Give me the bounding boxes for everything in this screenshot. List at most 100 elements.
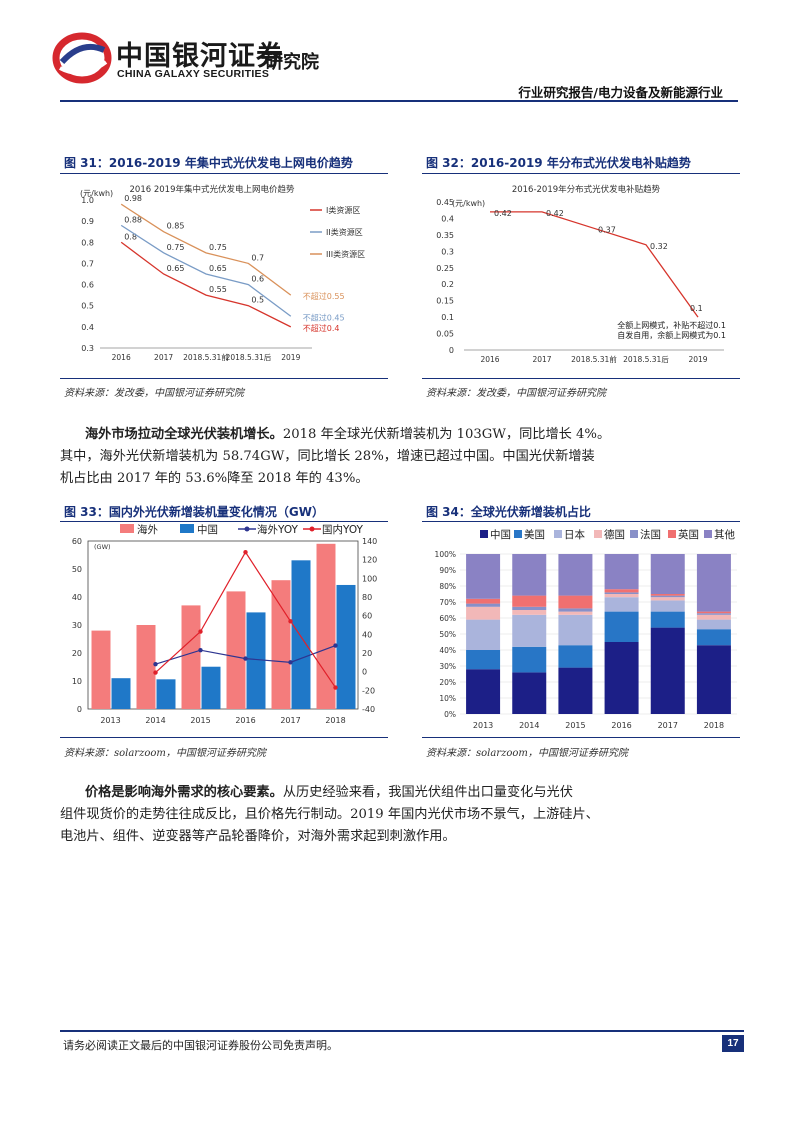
x-tick-label: 2013 <box>473 721 493 730</box>
legend-swatch <box>668 530 676 538</box>
fig33-caption: 图 33：国内外光伏新增装机量变化情况（GW） <box>64 505 324 519</box>
data-label: 0.65 <box>209 264 227 273</box>
x-tick-label: 2018.5.31前 <box>571 354 617 364</box>
bar <box>156 679 176 709</box>
y-tick-label: 0.45 <box>436 198 454 207</box>
data-label: 0.1 <box>690 304 703 313</box>
data-label: 0.75 <box>209 243 227 252</box>
bar <box>316 543 336 709</box>
stacked-bar-segment <box>650 597 685 601</box>
data-point <box>288 660 293 665</box>
stacked-bar-segment <box>512 610 547 615</box>
data-label: 0.55 <box>209 285 227 294</box>
bar <box>291 560 311 709</box>
data-label: 0.37 <box>598 225 616 234</box>
data-label: 0.42 <box>494 209 512 218</box>
bar <box>246 612 266 709</box>
x-tick-label: 2017 <box>658 721 678 730</box>
legend-swatch <box>630 530 638 538</box>
legend-swatch <box>704 530 712 538</box>
stacked-bar-segment <box>604 592 639 594</box>
fig33-chart: 海外 中国 海外YOY 国内YOY (GW) 0 10 20 30 40 50 60 -40 -20 0 20… <box>72 523 377 725</box>
paragraph-2: 价格是影响海外需求的核心要素。从历史经验来看，我国光伏组件出口量变化与光伏 <box>85 782 615 803</box>
data-label: 0.75 <box>167 243 185 252</box>
y-tick-label: 100% <box>435 550 456 559</box>
stacked-bar-segment <box>466 603 501 607</box>
stacked-bar-segment <box>696 613 731 615</box>
stacked-bar-segment <box>558 595 593 609</box>
stacked-bar-segment <box>512 614 547 647</box>
institute-label: 研究院 <box>265 52 319 73</box>
x-tick-label: 2017 <box>154 353 173 362</box>
y-tick-label: 60 <box>72 537 82 546</box>
logo-en-text: CHINA GALAXY SECURITIES <box>117 68 270 80</box>
bar <box>336 584 356 709</box>
fig33-bottom-rule <box>60 737 388 738</box>
stacked-bar-segment <box>650 594 685 596</box>
legend-label: 国内YOY <box>322 523 364 536</box>
y-tick-label: 70% <box>439 598 456 607</box>
legend-swatch <box>594 530 602 538</box>
stacked-bar-segment <box>650 600 685 612</box>
y-axis-unit: (元/kwh) <box>80 189 113 198</box>
stacked-bar-segment <box>512 672 547 714</box>
bar <box>271 580 291 709</box>
x-tick-label: 2019 <box>688 355 707 364</box>
stacked-bar-segment <box>558 554 593 596</box>
series-line <box>120 241 292 328</box>
x-tick-label: 2016 <box>611 721 631 730</box>
stacked-bar-segment <box>512 646 547 673</box>
stacked-bar-segment <box>558 608 593 612</box>
stacked-bar-segment <box>466 606 501 620</box>
y-tick-label: 0.4 <box>441 214 454 223</box>
y-tick-label: 50% <box>439 630 456 639</box>
x-tick-label: 2014 <box>145 716 165 725</box>
x-tick-label: 2018 <box>325 716 345 725</box>
logo-mark <box>52 32 112 84</box>
paragraph-1: 海外市场拉动全球光伏装机增长。2018 年全球光伏新增装机为 103GW，同比增… <box>85 424 615 445</box>
chart-title: 2016 2019年集中式光伏发电上网电价趋势 <box>130 184 295 195</box>
data-point <box>333 643 338 648</box>
y-tick-label: 30 <box>72 621 82 630</box>
y-tick-label: 1.0 <box>81 196 94 205</box>
footer-rule <box>60 1030 744 1032</box>
y-right-tick-label: -40 <box>362 705 375 714</box>
paragraph-1-line-3: 机占比由 2017 年的 53.6%降至 2018 年的 43%。 <box>60 471 369 486</box>
legend-label: 法国 <box>640 528 661 541</box>
y-tick-label: 0.3 <box>81 344 94 353</box>
fig33-underline <box>60 521 388 522</box>
galaxy-logo-icon <box>52 32 112 84</box>
data-label: 0.98 <box>124 194 142 203</box>
y-tick-label: 0% <box>444 710 456 719</box>
stacked-bar-segment <box>696 645 731 714</box>
bar <box>181 605 201 709</box>
paragraph-1-line-1: 海外市场拉动全球光伏装机增长。2018 年全球光伏新增装机为 103GW，同比增… <box>85 427 611 442</box>
fig32-chart: 2016-2019年分布式光伏发电补贴趋势 (元/kwh)0.45 0.4 0.35 0… <box>436 184 726 364</box>
data-point <box>153 662 158 667</box>
data-point <box>243 656 248 661</box>
data-point <box>243 550 248 555</box>
y-right-tick-label: 80 <box>362 593 372 602</box>
fig31-chart: 2016 2019年集中式光伏发电上网电价趋势 (元/kwh)1.0 0.9 0.8 0… <box>80 184 365 362</box>
legend-label: 日本 <box>564 528 585 541</box>
report-type: 行业研究报告/电力设备及新能源行业 <box>518 85 723 100</box>
x-tick-label: 2018 <box>704 721 724 730</box>
data-label: 不超过0.45 <box>303 312 345 322</box>
y-tick-label: 20% <box>439 678 456 687</box>
paragraph-2-line-2: 组件现货价的走势往往成反比，且价格先行制动。2019 年国内光伏市场不景气，上游… <box>60 807 599 822</box>
bar <box>226 591 246 709</box>
legend-label: 美国 <box>524 528 545 541</box>
stacked-bar-segment <box>604 589 639 593</box>
bar <box>136 625 156 709</box>
y-tick-label: 10 <box>72 677 82 686</box>
y-right-tick-label: 60 <box>362 612 372 621</box>
data-label: 0.8 <box>124 232 137 241</box>
paragraph-2-line-3: 电池片、组件、逆变器等产品轮番降价，对海外需求起到刺激作用。 <box>60 829 456 844</box>
y-tick-label: 80% <box>439 582 456 591</box>
series-line <box>120 203 292 296</box>
y-tick-label: 30% <box>439 662 456 671</box>
data-label: 0.5 <box>251 296 264 305</box>
y-tick-label: 0.35 <box>436 231 454 240</box>
stacked-bar-segment <box>650 595 685 598</box>
data-label: 0.88 <box>124 215 142 224</box>
